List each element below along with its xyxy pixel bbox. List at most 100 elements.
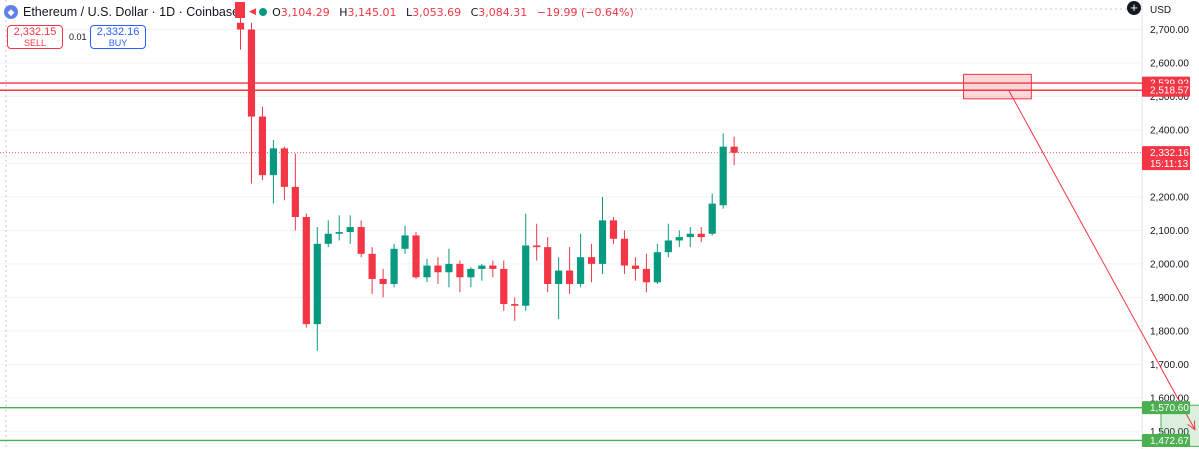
sell-price: 2,332.15 [13, 26, 57, 38]
candle [412, 232, 420, 279]
candle-body [719, 146, 727, 206]
candle [708, 193, 716, 236]
y-tick-label: 1,900.00 [1150, 293, 1189, 304]
ohlc-change: −19.99 (−0.64%) [536, 5, 634, 19]
candle [291, 153, 299, 231]
candle [247, 22, 256, 184]
candle [697, 227, 705, 243]
current-price-countdown: 15:11:13 [1150, 159, 1189, 170]
candle-body [379, 278, 387, 284]
candle-body [423, 265, 431, 278]
ohlc-close-key: C [470, 5, 479, 19]
symbol-header[interactable]: ◆ Ethereum / U.S. Dollar · 1D · Coinbase… [4, 3, 640, 21]
candle [445, 248, 453, 288]
candle-body [236, 22, 245, 30]
candle-body [576, 257, 585, 284]
support-level-badge [1142, 433, 1190, 447]
current-price-badge [1142, 146, 1190, 171]
spread-value: 0.01 [69, 32, 87, 42]
candle [576, 233, 585, 288]
candle-body [653, 252, 661, 283]
y-tick-label: 2,700.00 [1150, 25, 1189, 36]
candle-body [456, 263, 464, 278]
red-flag-marker[interactable] [235, 2, 245, 18]
ohlc-low: 3,053.69 [412, 5, 462, 19]
candle [324, 220, 332, 248]
candle [555, 257, 563, 320]
ohlc-open-key: O [272, 5, 281, 19]
candle-body [368, 253, 376, 279]
candle-body [280, 148, 288, 187]
candle [434, 257, 442, 284]
candle-body [445, 263, 453, 273]
candle-body [686, 233, 694, 238]
support-level-label: 1,570.60 [1150, 403, 1189, 414]
currency-label[interactable]: USD [1150, 5, 1172, 16]
buy-label: BUY [108, 38, 128, 48]
candle-body [291, 186, 299, 218]
ohlc-values: O3,104.29 H3,145.01 L3,053.69 C3,084.31 … [272, 6, 640, 19]
candle [335, 215, 343, 241]
market-open-icon [259, 8, 268, 16]
candle [401, 225, 409, 254]
candle-body [664, 240, 672, 253]
current-price-label: 2,332.16 [1150, 148, 1189, 159]
candle-body [357, 227, 365, 254]
sell-button[interactable]: 2,332.15 SELL [7, 25, 63, 49]
candle [653, 243, 661, 284]
resistance-level-label: 2,518.57 [1150, 86, 1189, 97]
resistance-zone [963, 73, 1032, 100]
y-tick-label: 2,400.00 [1150, 125, 1189, 136]
candle-body [598, 220, 607, 264]
candle-body [324, 233, 332, 244]
candle [566, 247, 574, 295]
y-tick-label: 2,600.00 [1150, 58, 1189, 69]
candle-body [555, 270, 563, 284]
candle-body [313, 243, 321, 325]
candle [390, 243, 398, 288]
collapse-chevron-icon[interactable]: ◀ [249, 6, 256, 16]
ohlc-high: 3,145.01 [347, 5, 397, 19]
candle-body [247, 29, 256, 117]
candle-body [631, 265, 640, 269]
buy-button[interactable]: 2,332.16 BUY [90, 25, 146, 49]
y-tick-label: 1,600.00 [1150, 393, 1189, 404]
support-level-label: 1,472.67 [1150, 436, 1189, 447]
candle [500, 260, 508, 311]
candle [423, 258, 431, 283]
candle-body [258, 116, 267, 176]
candle-body [620, 238, 629, 266]
y-tick-label: 2,500.00 [1150, 92, 1189, 103]
candle [631, 257, 640, 281]
candle [368, 247, 376, 295]
candle-body [401, 235, 409, 249]
y-tick-label: 1,500.00 [1150, 427, 1189, 438]
candle [620, 230, 629, 274]
candle-body [269, 148, 278, 176]
candle [511, 297, 519, 321]
candle [686, 227, 694, 248]
candle [675, 230, 683, 248]
symbol-title[interactable]: Ethereum / U.S. Dollar · 1D · Coinbase [23, 5, 240, 19]
candle [313, 227, 321, 351]
candle [269, 139, 278, 204]
add-plus-icon[interactable]: + [1127, 1, 1141, 15]
candle [357, 220, 365, 258]
candle-body [708, 203, 716, 234]
candle [379, 268, 387, 298]
candle-body [511, 304, 519, 306]
candle-body [533, 245, 541, 248]
candle-body [675, 237, 683, 241]
candle [522, 213, 530, 311]
projection-arrow [1007, 89, 1196, 430]
candle-body [346, 227, 354, 233]
y-tick-label: 2,100.00 [1150, 226, 1189, 237]
candle [258, 106, 267, 181]
support-level-badge [1142, 401, 1190, 415]
candle-body [302, 217, 310, 325]
candle [346, 215, 354, 244]
candle [280, 146, 288, 201]
candle-body [566, 270, 574, 284]
candle-body [697, 233, 705, 238]
